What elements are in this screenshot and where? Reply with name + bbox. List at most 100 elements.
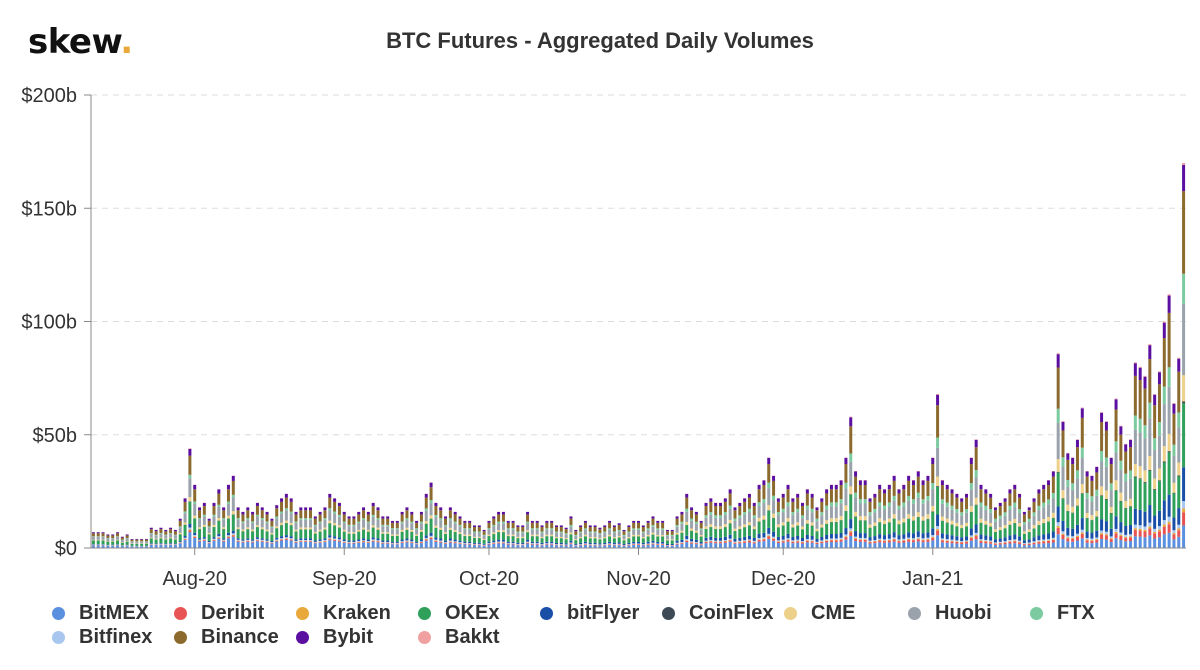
legend-item-bitmex[interactable]: BitMEX: [52, 602, 149, 625]
bar-segment-bitflyer: [458, 540, 462, 543]
bar-segment-huobi: [1138, 432, 1142, 467]
bar-segment-kraken: [429, 537, 433, 538]
bar-segment-okex: [979, 523, 983, 535]
bar-segment-bitflyer: [371, 537, 375, 540]
legend-item-bakkt[interactable]: Bakkt: [418, 626, 499, 649]
bar-segment-okex: [1148, 470, 1152, 506]
bar-segment-bitflyer: [444, 540, 448, 543]
bar-segment-huobi: [410, 523, 414, 530]
bar-segment-okex: [405, 529, 409, 539]
bar-segment-deribit: [781, 541, 785, 543]
bar-segment-bybit: [386, 516, 390, 519]
bar-segment-deribit: [313, 542, 317, 544]
bar-segment-bitfinex: [1182, 501, 1186, 509]
bar-segment-bitmex: [608, 544, 612, 548]
bar-segment-ftx: [670, 534, 674, 536]
bar-segment-ftx: [916, 492, 920, 498]
bar-segment-bitfinex: [762, 537, 766, 539]
legend-item-okex[interactable]: OKEx: [418, 602, 499, 625]
bar-segment-bitmex: [979, 543, 983, 548]
bar-segment-bybit: [646, 520, 650, 523]
legend-item-bitfinex[interactable]: Bitfinex: [52, 626, 152, 649]
bar-segment-huobi: [627, 532, 631, 538]
bar-segment-okex: [1182, 403, 1186, 468]
bar-segment-deribit: [352, 542, 356, 544]
bar-segment-ftx: [477, 531, 481, 533]
bar-segment-cme: [106, 540, 110, 542]
legend-item-bybit[interactable]: Bybit: [296, 626, 373, 649]
bar-segment-bitflyer: [863, 533, 867, 538]
bar-segment-cme: [159, 537, 163, 539]
bar-segment-ftx: [945, 502, 949, 507]
bar-segment-bitflyer: [868, 537, 872, 541]
bar-segment-bitmex: [733, 543, 737, 548]
legend-item-binance[interactable]: Binance: [174, 626, 279, 649]
bar-segment-bitflyer: [767, 527, 771, 534]
bar-segment-bitfinex: [246, 539, 250, 541]
bar-segment-huobi: [733, 520, 737, 529]
legend-item-huobi[interactable]: Huobi: [908, 602, 992, 625]
bar-segment-okex: [453, 532, 457, 540]
bar-segment-ftx: [1138, 418, 1142, 433]
bar-segment-huobi: [665, 535, 669, 540]
bar-segment-ftx: [723, 512, 727, 515]
bar-segment-huobi: [333, 513, 337, 523]
bar-segment-bybit: [333, 498, 337, 502]
bar-segment-huobi: [501, 523, 505, 531]
bar-segment-bitfinex: [308, 540, 312, 541]
bar-segment-cme: [989, 522, 993, 527]
bar-segment-binance: [535, 522, 539, 529]
legend-item-ftx[interactable]: FTX: [1030, 602, 1095, 625]
bar-segment-bakkt: [1177, 357, 1181, 359]
bar-segment-bybit: [979, 484, 983, 490]
bar-segment-huobi: [116, 536, 120, 540]
bar-segment-bybit: [762, 480, 766, 486]
bar-segment-deribit: [511, 543, 515, 545]
bar-segment-huobi: [974, 477, 978, 498]
bar-segment-cme: [333, 522, 337, 526]
bar-segment-binance: [743, 501, 747, 513]
legend-item-deribit[interactable]: Deribit: [174, 602, 264, 625]
bar-segment-binance: [429, 487, 433, 501]
bar-segment-cme: [212, 524, 216, 527]
bar-segment-bitflyer: [492, 540, 496, 543]
bar-segment-bitflyer: [902, 534, 906, 539]
bar-segment-deribit: [395, 543, 399, 545]
bar-segment-bitflyer: [632, 541, 636, 544]
bar-segment-ftx: [453, 521, 457, 524]
bar-segment-binance: [564, 529, 568, 534]
bar-segment-bitfinex: [458, 542, 462, 543]
bar-segment-okex: [1027, 532, 1031, 540]
legend-item-coinflex[interactable]: CoinFlex: [662, 602, 773, 625]
bar-segment-huobi: [241, 522, 245, 530]
bar-segment-bitflyer: [940, 533, 944, 539]
bar-segment-huobi: [1037, 510, 1041, 522]
bar-segment-bybit: [665, 529, 669, 532]
bar-segment-bybit: [965, 493, 969, 498]
bar-segment-bitmex: [989, 543, 993, 548]
bar-segment-binance: [675, 518, 679, 526]
bar-segment-bitmex: [217, 538, 221, 548]
bar-segment-bitfinex: [1075, 533, 1079, 536]
bar-segment-okex: [173, 539, 177, 544]
bar-segment-bybit: [1119, 426, 1123, 435]
bar-segment-deribit: [1003, 542, 1007, 545]
bar-segment-bybit: [694, 511, 698, 515]
bar-segment-okex: [265, 531, 269, 540]
bar-segment-cme: [371, 525, 375, 528]
bar-segment-deribit: [1143, 531, 1147, 538]
bar-segment-bybit: [198, 507, 202, 511]
bar-segment-bitmex: [540, 545, 544, 548]
bar-segment-ftx: [313, 524, 317, 527]
bar-segment-bitmex: [526, 543, 530, 548]
legend-item-bitflyer[interactable]: bitFlyer: [540, 602, 639, 625]
legend-dot-icon: [418, 607, 431, 620]
legend-item-kraken[interactable]: Kraken: [296, 602, 391, 625]
bar-segment-ftx: [931, 482, 935, 490]
bar-segment-okex: [415, 535, 419, 542]
bar-segment-bitfinex: [632, 543, 636, 544]
bar-segment-binance: [665, 531, 669, 535]
bar-segment-okex: [424, 523, 428, 536]
legend-item-cme[interactable]: CME: [784, 602, 855, 625]
